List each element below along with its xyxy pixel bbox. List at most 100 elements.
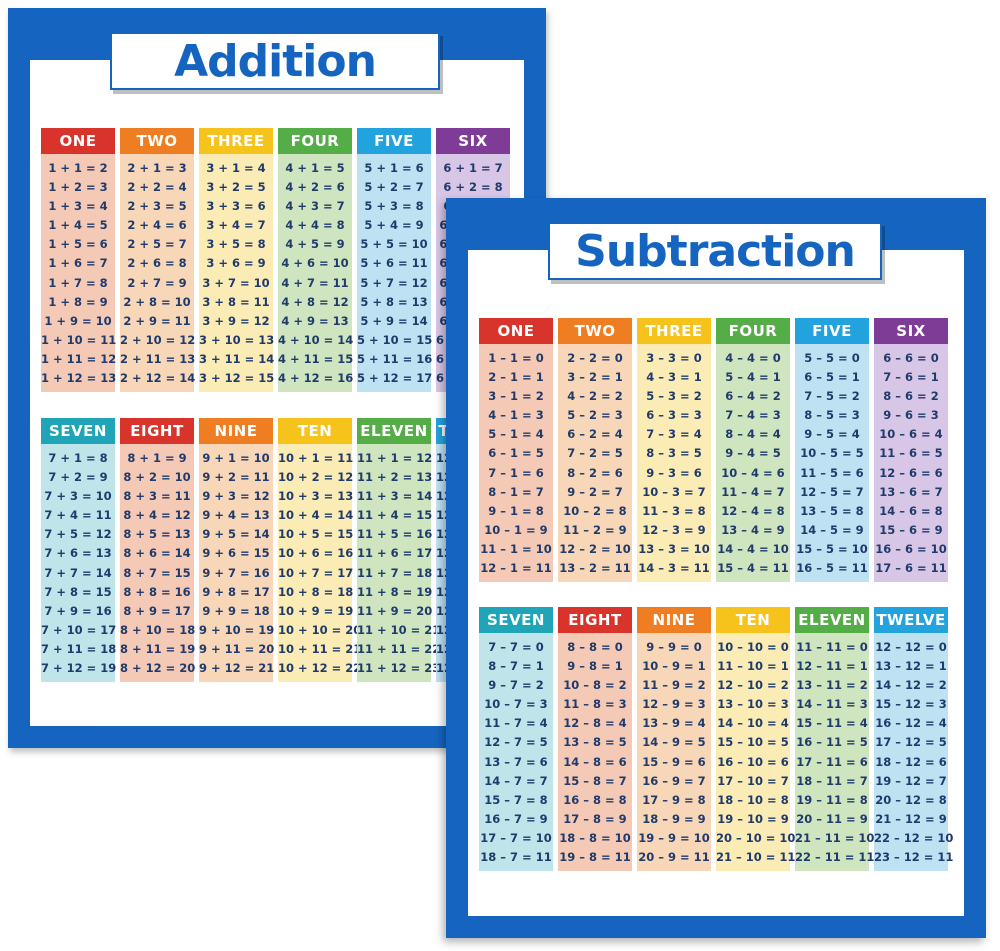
fact-item: 3 + 11 = 14: [199, 351, 275, 366]
fact-item: 10 + 9 = 19: [278, 603, 354, 618]
fact-item: 1 + 1 = 2: [48, 161, 108, 175]
fact-item: 9 – 5 = 4: [804, 427, 860, 442]
fact-item: 20 – 12 = 8: [875, 792, 947, 807]
column-body: 6 – 6 = 0 7 – 6 = 1 8 – 6 = 2 9 – 6 = 3 10 –…: [874, 344, 948, 583]
fact-item: 5 + 5 = 10: [360, 237, 428, 252]
fact-item: 16 – 8 = 8: [563, 792, 627, 807]
fact-item: 12 – 2 = 10: [559, 541, 631, 556]
fact-item: 8 – 6 = 2: [883, 389, 939, 404]
fact-item: 14 – 7 = 7: [484, 773, 548, 788]
fact-item: 14 – 9 = 5: [642, 735, 706, 750]
fact-item: 8 + 2 = 10: [123, 470, 191, 485]
fact-item: 8 + 7 = 15: [123, 565, 191, 580]
fact-item: 9 + 11 = 20: [199, 641, 275, 656]
fact-item: 15 – 10 = 5: [717, 735, 789, 750]
fact-item: 1 + 8 = 9: [48, 294, 108, 309]
fact-item: 4 + 1 = 5: [285, 161, 345, 175]
column-body: 2 + 1 = 3 2 + 2 = 4 2 + 3 = 5 2 + 4 = 6 2 + …: [120, 154, 196, 393]
fact-item: 12 – 9 = 3: [642, 697, 706, 712]
fact-item: 11 – 10 = 1: [717, 659, 789, 674]
fact-item: 10 + 11 = 21: [278, 641, 362, 656]
fact-item: 11 – 7 = 4: [484, 716, 548, 731]
fact-item: 18 – 9 = 9: [642, 811, 706, 826]
fact-item: 10 – 5 = 5: [800, 446, 864, 461]
fact-column-five: FIVE 5 + 1 = 6 5 + 2 = 7 5 + 3 = 8 5 + 4 = 9…: [357, 128, 432, 393]
column-header: THREE: [637, 318, 711, 344]
fact-item: 10 + 7 = 17: [278, 565, 354, 580]
fact-item: 5 + 7 = 12: [360, 275, 428, 290]
fact-item: 6 – 5 = 1: [804, 370, 860, 385]
fact-item: 2 + 6 = 8: [127, 256, 187, 271]
fact-item: 16 – 5 = 11: [796, 561, 868, 576]
fact-item: 16 – 6 = 10: [875, 541, 947, 556]
fact-item: 9 – 2 = 7: [567, 484, 623, 499]
fact-item: 13 – 7 = 6: [484, 754, 548, 769]
fact-column-nine: NINE 9 + 1 = 10 9 + 2 = 11 9 + 3 = 12 9 + 4 …: [199, 418, 275, 683]
fact-item: 11 – 4 = 7: [721, 484, 785, 499]
fact-column-three: THREE 3 + 1 = 4 3 + 2 = 5 3 + 3 = 6 3 + 4 = …: [199, 128, 275, 393]
column-header: TWO: [558, 318, 632, 344]
addition-row-2: SEVEN 7 + 1 = 8 7 + 2 = 9 7 + 3 = 10 7 + 4 =…: [41, 418, 519, 683]
credit-text: PalaceLearning.com: [472, 917, 533, 924]
fact-item: 11 + 3 = 14: [357, 489, 433, 504]
fact-item: 15 – 12 = 3: [875, 697, 947, 712]
fact-item: 11 + 5 = 16: [357, 527, 433, 542]
fact-item: 19 – 10 = 9: [717, 811, 789, 826]
fact-item: 2 + 11 = 13: [120, 351, 196, 366]
fact-item: 19 – 12 = 7: [875, 773, 947, 788]
fact-item: 3 + 3 = 6: [206, 199, 266, 214]
fact-item: 5 + 3 = 8: [364, 199, 424, 214]
fact-item: 20 – 11 = 9: [796, 811, 868, 826]
fact-item: 17 – 8 = 9: [563, 811, 627, 826]
fact-item: 2 + 8 = 10: [123, 294, 191, 309]
fact-item: 12 – 8 = 4: [563, 716, 627, 731]
fact-item: 16 – 10 = 6: [717, 754, 789, 769]
fact-column-seven: SEVEN 7 – 7 = 0 8 – 7 = 1 9 – 7 = 2 10 – 7 =…: [479, 607, 553, 872]
column-body: 3 – 3 = 0 4 – 3 = 1 5 – 3 = 2 6 – 3 = 3 7 – …: [637, 344, 711, 583]
fact-item: 15 – 9 = 6: [642, 754, 706, 769]
column-body: 4 + 1 = 5 4 + 2 = 6 4 + 3 = 7 4 + 4 = 8 4 + …: [278, 154, 353, 393]
fact-item: 21 – 10 = 11: [716, 850, 796, 865]
fact-item: 9 + 2 = 11: [202, 470, 270, 485]
fact-item: 7 + 2 = 9: [48, 470, 108, 485]
fact-item: 8 + 6 = 14: [123, 546, 191, 561]
column-header: SIX: [436, 128, 510, 154]
fact-item: 12 – 3 = 9: [642, 522, 706, 537]
fact-item: 10 – 8 = 2: [563, 678, 627, 693]
fact-item: 11 + 10 = 21: [357, 622, 441, 637]
fact-item: 6 – 6 = 0: [883, 351, 939, 365]
poster-title: Addition: [110, 32, 440, 90]
fact-item: 10 + 6 = 16: [278, 546, 354, 561]
fact-item: 2 – 2 = 0: [567, 351, 623, 365]
fact-item: 18 – 11 = 7: [796, 773, 868, 788]
fact-item: 16 – 9 = 7: [642, 773, 706, 788]
fact-column-two: TWO 2 – 2 = 0 3 – 2 = 1 4 – 2 = 2 5 – 2 = 3 6…: [558, 318, 632, 583]
fact-item: 12 – 1 = 11: [480, 561, 552, 576]
fact-item: 17 – 6 = 11: [875, 561, 947, 576]
column-body: 5 – 5 = 0 6 – 5 = 1 7 – 5 = 2 8 – 5 = 3 9 – …: [795, 344, 869, 583]
column-header: NINE: [637, 607, 711, 633]
fact-item: 1 – 1 = 0: [488, 351, 544, 365]
fact-item: 11 + 4 = 15: [357, 508, 433, 523]
fact-item: 7 + 8 = 15: [44, 584, 112, 599]
fact-item: 10 + 12 = 22: [278, 661, 362, 676]
fact-item: 5 + 6 = 11: [360, 256, 428, 271]
fact-item: 23 – 12 = 11: [874, 850, 954, 865]
column-header: EIGHT: [120, 418, 194, 444]
fact-item: 1 + 3 = 4: [48, 199, 108, 214]
fact-item: 11 + 11 = 22: [357, 641, 441, 656]
column-header: FOUR: [278, 128, 352, 154]
fact-item: 17 – 9 = 8: [642, 792, 706, 807]
fact-item: 13 – 12 = 1: [875, 659, 947, 674]
fact-item: 13 – 6 = 7: [879, 484, 943, 499]
fact-item: 3 + 9 = 12: [202, 313, 270, 328]
column-body: 9 + 1 = 10 9 + 2 = 11 9 + 3 = 12 9 + 4 = 13…: [199, 444, 275, 683]
column-header: EIGHT: [558, 607, 632, 633]
fact-column-nine: NINE 9 – 9 = 0 10 – 9 = 1 11 – 9 = 2 12 – 9 …: [637, 607, 711, 872]
fact-item: 17 – 12 = 5: [875, 735, 947, 750]
fact-item: 16 – 7 = 9: [484, 811, 548, 826]
fact-item: 18 – 7 = 11: [480, 850, 552, 865]
fact-item: 4 + 8 = 12: [281, 294, 349, 309]
column-body: 3 + 1 = 4 3 + 2 = 5 3 + 3 = 6 3 + 4 = 7 3 + …: [199, 154, 275, 393]
fact-item: 15 – 7 = 8: [484, 792, 548, 807]
